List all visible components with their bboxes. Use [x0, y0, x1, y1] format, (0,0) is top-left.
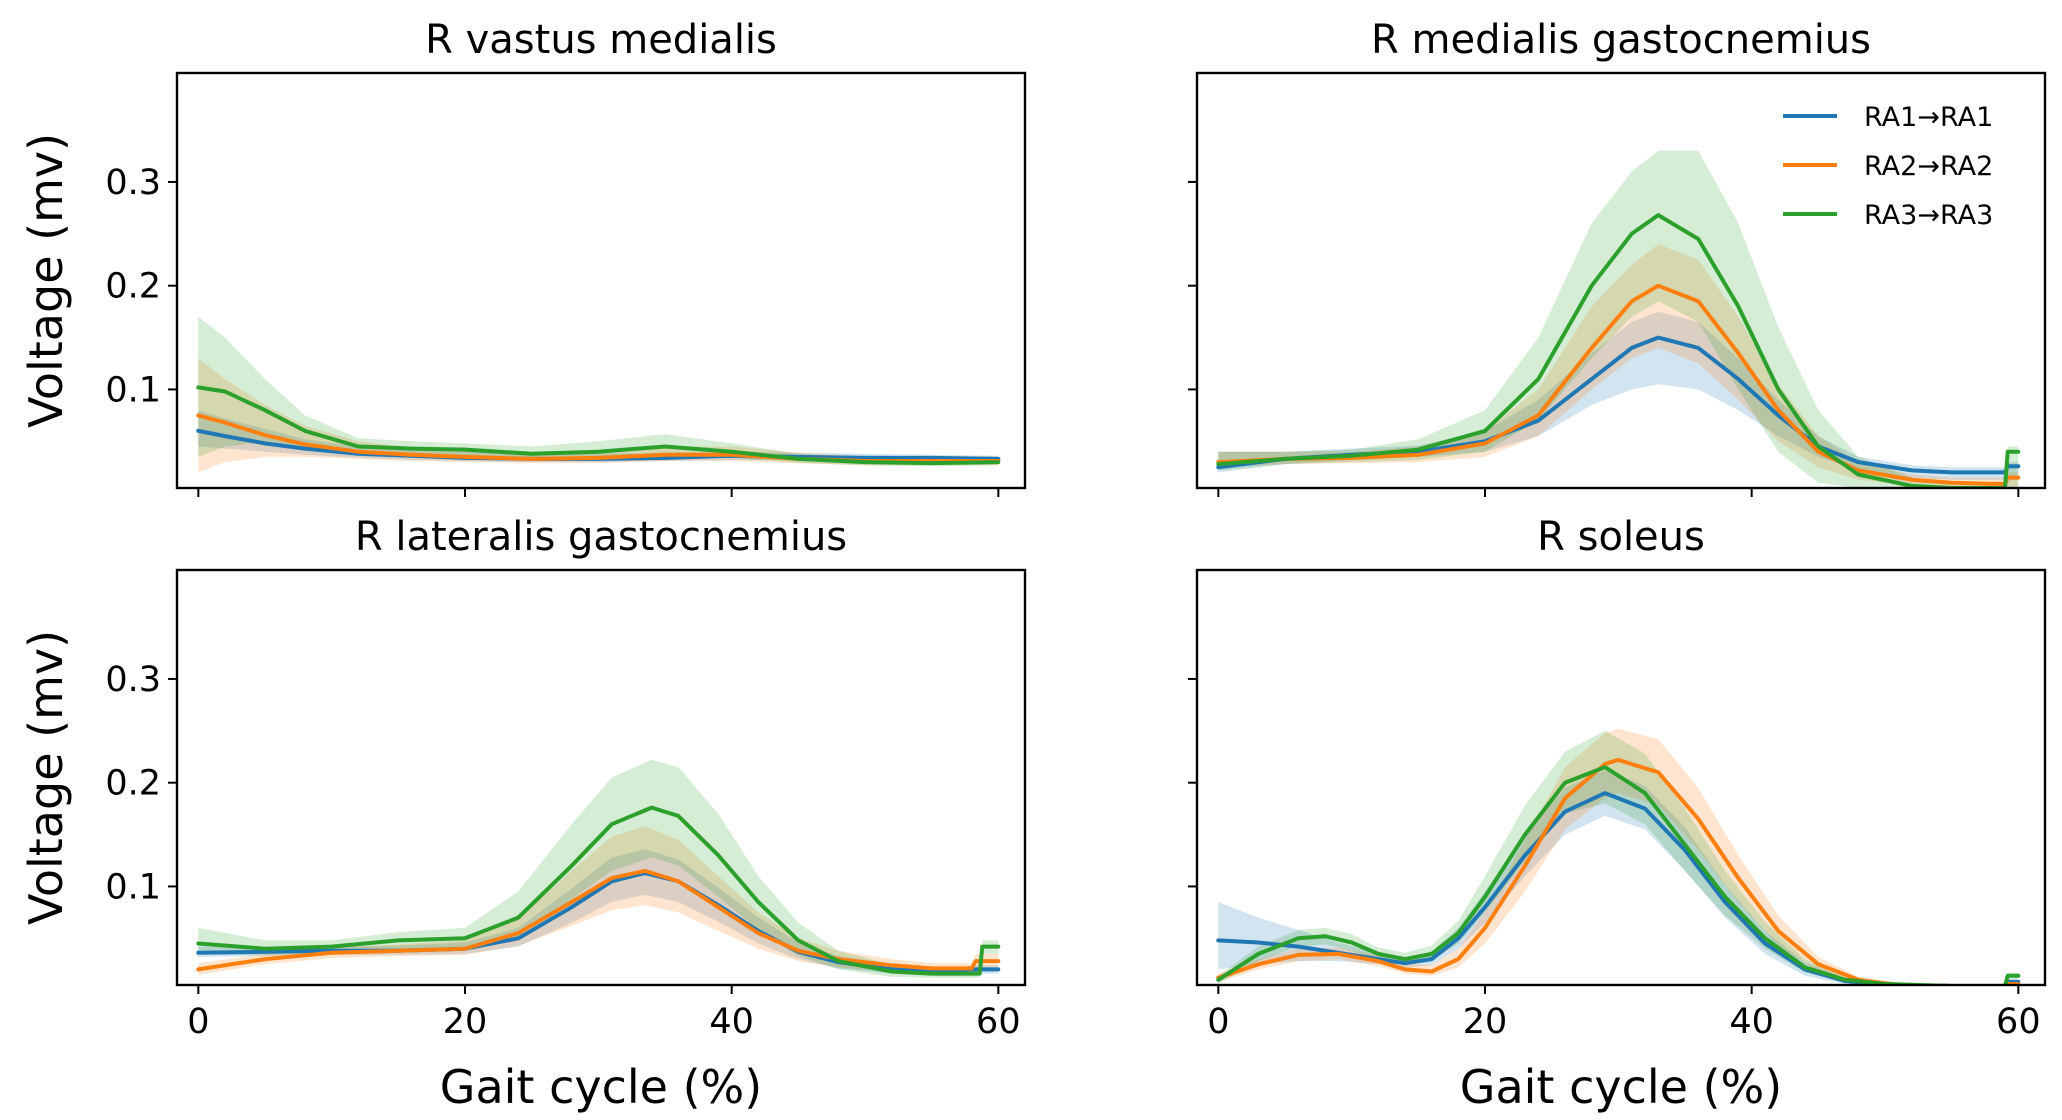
y-tick-label: 0.1	[105, 867, 161, 907]
y-axis-label: Voltage (mv)	[19, 133, 73, 428]
panel-title: R vastus medialis	[425, 17, 777, 63]
series-line-2	[196, 868, 1001, 972]
y-tick-label: 0.2	[105, 267, 161, 307]
y-axis-label: Voltage (mv)	[19, 630, 73, 925]
panel-title: R soleus	[1537, 514, 1705, 560]
x-tick-label: 40	[709, 1002, 754, 1042]
series-line-2	[1216, 283, 2021, 486]
axes-frame	[175, 568, 1027, 987]
panel-3: 0 20 40 60 0.1 0.2 0.3 R lateralis gastocnemius…	[19, 514, 1027, 1114]
series-line-3	[1216, 213, 2021, 488]
x-tick-label: 0	[187, 1002, 209, 1042]
y-tick-label: 0.3	[105, 660, 161, 700]
x-tick-label: 20	[1463, 1002, 1508, 1042]
confidence-band-1	[1218, 770, 2019, 985]
panel-title: R lateralis gastocnemius	[355, 514, 847, 560]
confidence-band-3	[198, 759, 999, 978]
confidence-band-2	[198, 826, 999, 975]
panel-1: 0.1 0.2 0.3 R vastus medialis Voltage (mv)	[19, 17, 1027, 497]
legend-label-1: RA1→RA1	[1864, 102, 1993, 133]
series-line-2	[1216, 757, 2021, 985]
confidence-band-2	[1218, 244, 2019, 488]
confidence-band-1	[1218, 311, 2019, 480]
confidence-band-3	[198, 316, 999, 467]
axes-frame	[1195, 71, 2047, 490]
confidence-band-2	[1218, 728, 2019, 985]
x-axis-label: Gait cycle (%)	[1460, 1060, 1782, 1114]
x-tick-label: 40	[1729, 1002, 1774, 1042]
x-tick-label: 20	[443, 1002, 488, 1042]
panel-2: R medialis gastocnemius RA1→RA1 RA2→RA2 RA3…	[1188, 17, 2047, 497]
series-line-3	[196, 385, 1001, 466]
plot-area	[196, 316, 1001, 473]
x-tick-label: 60	[976, 1002, 1021, 1042]
legend-label-3: RA3→RA3	[1864, 200, 1993, 231]
legend-label-2: RA2→RA2	[1864, 151, 1993, 182]
axes-frame	[175, 71, 1027, 490]
plot-area	[1216, 728, 2021, 985]
panel-4: 0 20 40 60 R soleus Gait cycle (%)	[1188, 514, 2047, 1114]
legend: RA1→RA1 RA2→RA2 RA3→RA3	[1783, 102, 1993, 231]
axes-frame	[1195, 568, 2047, 987]
confidence-band-3	[1218, 730, 2019, 985]
y-tick-label: 0.1	[105, 370, 161, 410]
confidence-band-1	[198, 849, 999, 976]
plot-area	[196, 759, 1001, 978]
x-tick-label: 60	[1996, 1002, 2041, 1042]
y-tick-label: 0.2	[105, 764, 161, 804]
x-axis-label: Gait cycle (%)	[440, 1060, 762, 1114]
series-line-1	[1216, 335, 2021, 475]
series-line-3	[196, 805, 1001, 976]
x-tick-label: 0	[1207, 1002, 1229, 1042]
y-tick-label: 0.3	[105, 163, 161, 203]
plot-area	[1216, 150, 2021, 488]
panel-title: R medialis gastocnemius	[1371, 17, 1871, 63]
